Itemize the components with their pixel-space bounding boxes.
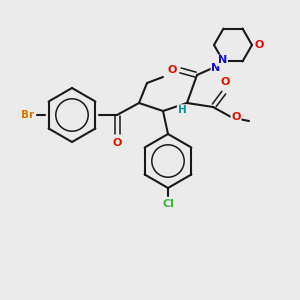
Text: Cl: Cl [162,199,174,209]
Text: O: O [254,40,264,50]
Text: O: O [231,112,241,122]
Text: H: H [178,105,186,115]
Text: O: O [220,77,230,87]
Text: N: N [212,63,220,73]
Text: Br: Br [21,110,34,120]
Text: N: N [218,56,227,65]
Text: O: O [167,65,177,75]
Text: O: O [112,138,122,148]
